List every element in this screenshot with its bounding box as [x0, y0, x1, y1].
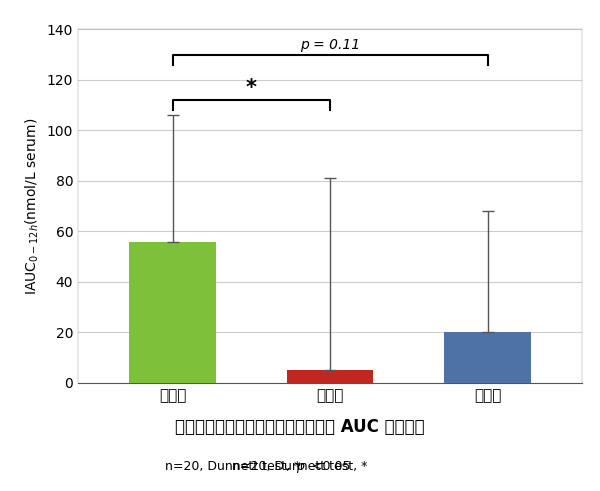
Text: *: *	[246, 78, 257, 98]
Y-axis label: IAUC$_{0-12h}$(nmol/L serum): IAUC$_{0-12h}$(nmol/L serum)	[24, 117, 41, 295]
Text: 図　各摂取時間帯の血中のリコピン AUC の変化量: 図 各摂取時間帯の血中のリコピン AUC の変化量	[175, 418, 425, 436]
Text: p = 0.11: p = 0.11	[300, 38, 360, 52]
Text: n=20, Dunnett test, *: n=20, Dunnett test, *	[164, 460, 300, 473]
Text: n=20, Dunnett test, *: n=20, Dunnett test, *	[232, 460, 368, 473]
Text: p: p	[296, 460, 304, 473]
Bar	[287, 370, 373, 383]
Bar	[129, 242, 216, 383]
Text: <0.05: <0.05	[300, 460, 350, 473]
Bar	[444, 332, 531, 383]
